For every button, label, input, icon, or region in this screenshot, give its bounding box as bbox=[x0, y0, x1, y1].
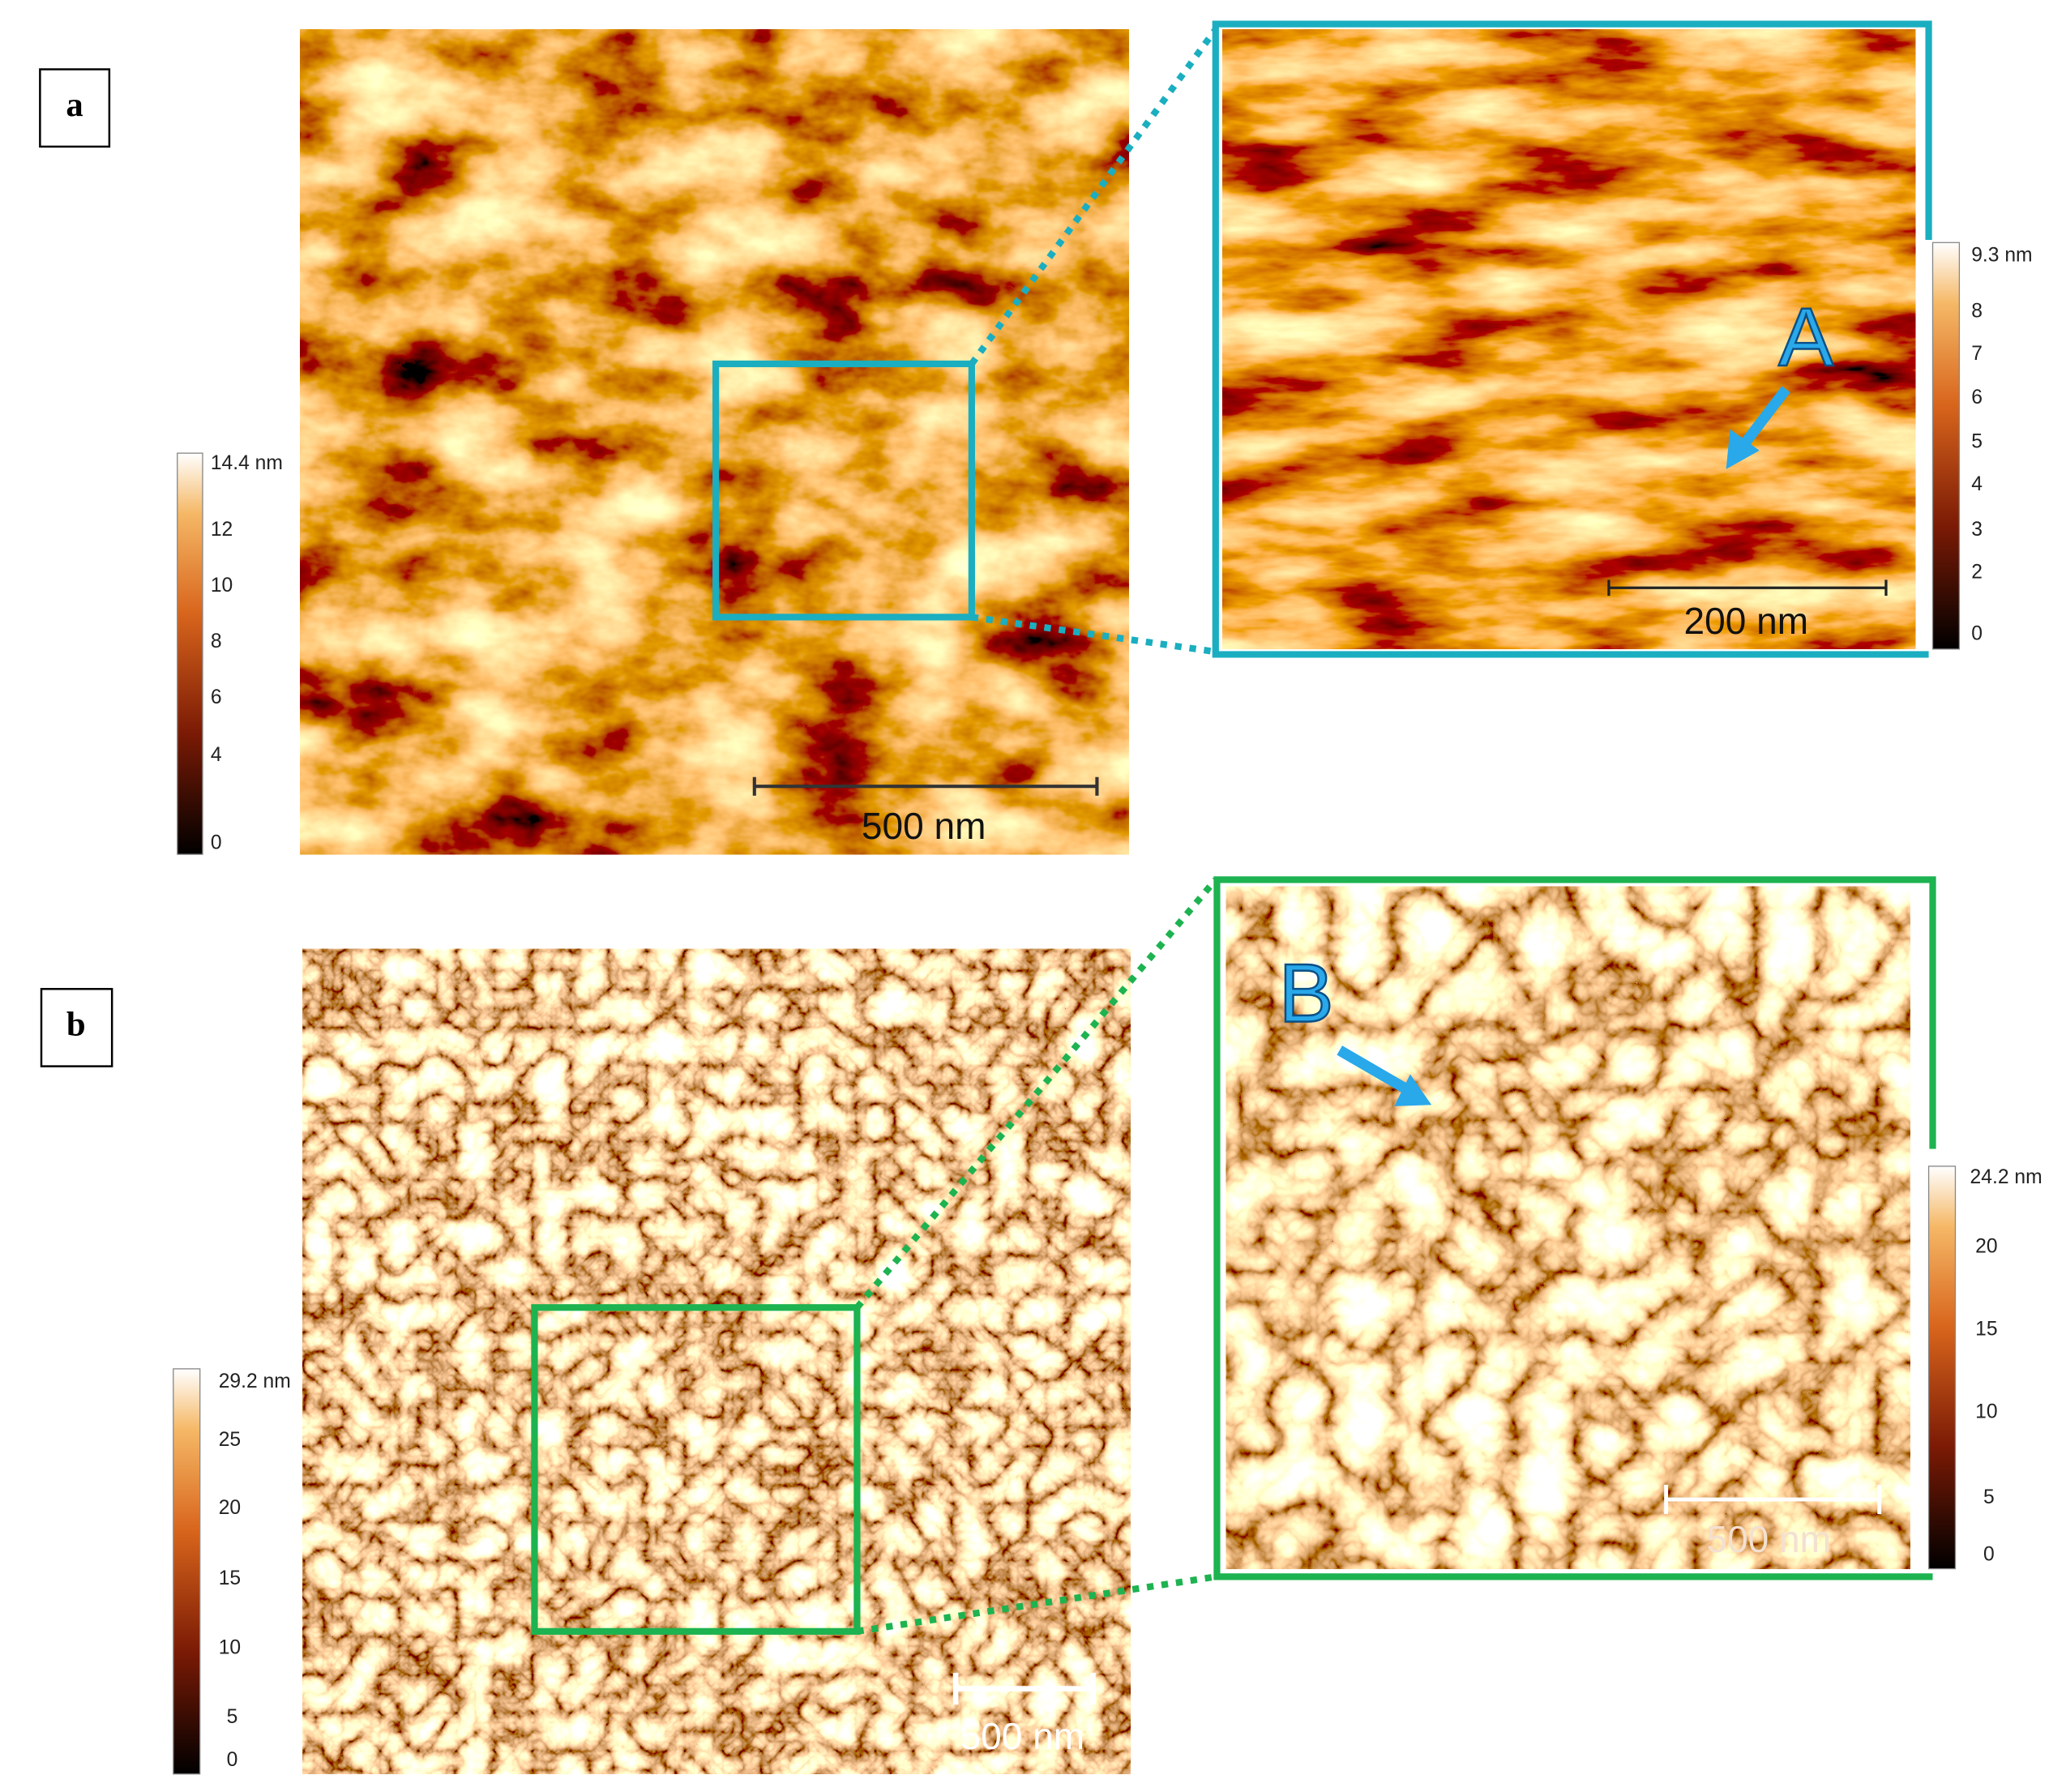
colorbar-tick: 14.4 nm bbox=[211, 452, 283, 474]
colorbar-tick: 3 bbox=[1971, 519, 1983, 541]
panel-label-box bbox=[39, 68, 111, 148]
scale-bar-label: 500 nm bbox=[862, 805, 986, 847]
colorbar-tick: 8 bbox=[1971, 300, 1983, 322]
zoom-connector bbox=[854, 877, 1218, 1310]
colorbar-tick: 15 bbox=[219, 1567, 241, 1589]
zoom-box bbox=[712, 360, 975, 621]
afm-inset bbox=[1222, 29, 1916, 649]
colorbar-tick: 5 bbox=[1971, 430, 1983, 452]
annotation: A bbox=[1778, 291, 1833, 383]
colorbar-tick: 5 bbox=[227, 1706, 238, 1728]
arrow-head bbox=[1726, 429, 1760, 469]
colorbar-tick: 25 bbox=[219, 1429, 241, 1451]
panel-label-box bbox=[40, 987, 113, 1067]
colorbar-tick: 5 bbox=[1983, 1486, 1995, 1508]
afm-inset bbox=[1224, 884, 1913, 1572]
colorbar-tick: 10 bbox=[1975, 1401, 1997, 1423]
colorbar-tick: 10 bbox=[219, 1637, 241, 1659]
colorbar-tick: 0 bbox=[1983, 1544, 1995, 1566]
colorbar-tick: 0 bbox=[1971, 622, 1983, 644]
colorbar-tick: 7 bbox=[1971, 343, 1983, 365]
zoom-connector bbox=[969, 27, 1219, 366]
inset-border bbox=[1212, 20, 1932, 658]
zoom-box bbox=[531, 1304, 861, 1635]
colorbar-tick: 4 bbox=[211, 744, 222, 766]
colorbar-tick: 4 bbox=[1971, 473, 1983, 495]
annotation: B bbox=[1279, 947, 1334, 1039]
colorbar-tick: 20 bbox=[1975, 1236, 1997, 1258]
colorbar-tick: 12 bbox=[211, 519, 233, 541]
scale-bar-label: 500 nm bbox=[960, 1715, 1085, 1757]
colorbar-tick: 6 bbox=[1971, 387, 1983, 408]
arrow-shaft bbox=[1337, 1046, 1409, 1094]
colorbar bbox=[173, 1368, 201, 1775]
inset-border bbox=[1213, 876, 1936, 1580]
colorbar-tick: 20 bbox=[219, 1497, 241, 1519]
panel-label: b bbox=[66, 1006, 86, 1044]
arrow-head bbox=[1394, 1074, 1432, 1106]
colorbar bbox=[1931, 242, 1961, 650]
colorbar-tick: 8 bbox=[211, 631, 222, 652]
scale-bar-label: 500 nm bbox=[1706, 1518, 1831, 1560]
colorbar-tick: 9.3 nm bbox=[1971, 244, 2032, 266]
colorbar-tick: 6 bbox=[211, 686, 222, 708]
colorbar bbox=[177, 452, 203, 855]
afm-image bbox=[301, 947, 1132, 1776]
panel-label: a bbox=[66, 86, 83, 124]
zoom-connector bbox=[856, 1573, 1217, 1635]
colorbar-tick: 0 bbox=[211, 832, 222, 853]
colorbar-tick: 2 bbox=[1971, 562, 1983, 584]
colorbar-tick: 29.2 nm bbox=[219, 1371, 291, 1392]
colorbar-tick: 24.2 nm bbox=[1970, 1166, 2042, 1188]
zoom-connector bbox=[971, 614, 1217, 656]
colorbar bbox=[1927, 1165, 1957, 1570]
colorbar-tick: 15 bbox=[1975, 1319, 1997, 1341]
arrow-shaft bbox=[1739, 386, 1790, 449]
scale-bar-label: 200 nm bbox=[1684, 600, 1809, 642]
colorbar-tick: 10 bbox=[211, 575, 233, 597]
colorbar-tick: 0 bbox=[227, 1749, 238, 1771]
